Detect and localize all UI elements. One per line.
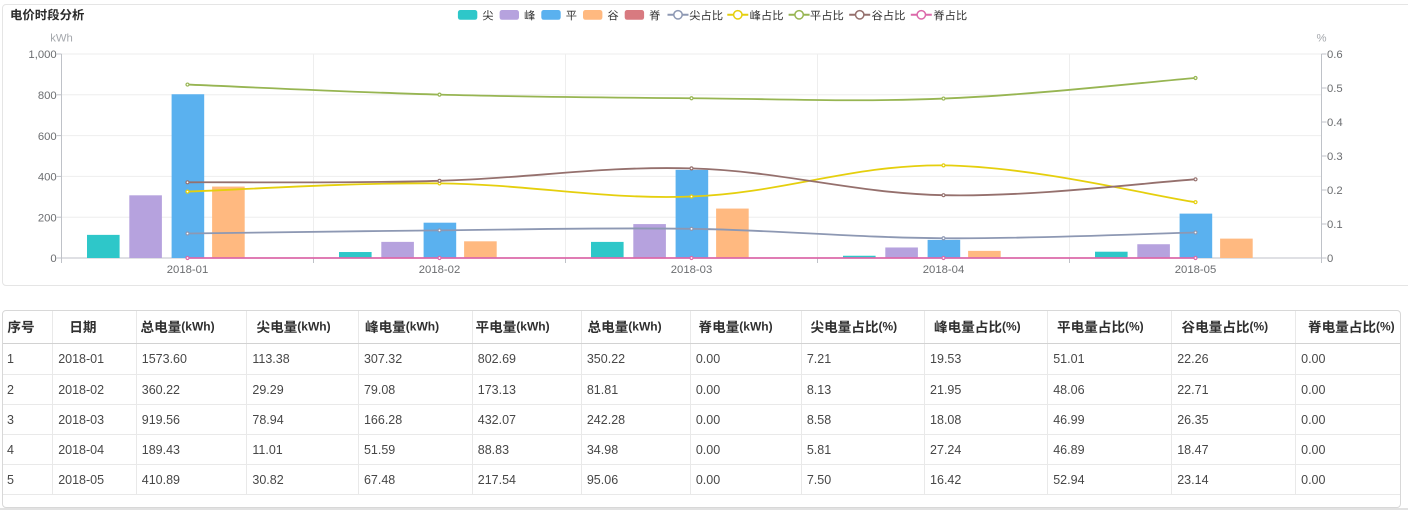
svg-text:(kWh): (kWh) (628, 319, 661, 333)
svg-text:0.3: 0.3 (1327, 151, 1343, 163)
svg-text:0.1: 0.1 (1327, 219, 1343, 231)
svg-text:(%): (%) (1376, 319, 1395, 333)
svg-text:600: 600 (38, 131, 57, 143)
svg-text:(%): (%) (1250, 319, 1269, 333)
svg-text:1,000: 1,000 (28, 49, 56, 61)
svg-text:0.6: 0.6 (1327, 49, 1343, 61)
svg-text:0.5: 0.5 (1327, 83, 1343, 95)
svg-text:800: 800 (38, 90, 57, 102)
svg-text:0.4: 0.4 (1327, 117, 1343, 129)
svg-text:(kWh): (kWh) (406, 319, 439, 333)
svg-text:0: 0 (50, 253, 56, 265)
svg-text:(kWh): (kWh) (297, 319, 330, 333)
svg-text:2018-02: 2018-02 (419, 264, 460, 276)
svg-text:(%): (%) (879, 319, 898, 333)
svg-text:(kWh): (kWh) (181, 319, 214, 333)
svg-text:(kWh): (kWh) (739, 319, 772, 333)
svg-text:%: % (1316, 33, 1326, 45)
svg-text:2018-05: 2018-05 (1175, 264, 1216, 276)
svg-text:400: 400 (38, 172, 57, 184)
svg-text:0.2: 0.2 (1327, 185, 1343, 197)
svg-text:(%): (%) (1002, 319, 1021, 333)
svg-text:0: 0 (1327, 253, 1333, 265)
svg-text:2018-03: 2018-03 (671, 264, 712, 276)
svg-text:2018-04: 2018-04 (923, 264, 964, 276)
svg-text:200: 200 (38, 212, 57, 224)
svg-text:kWh: kWh (50, 33, 73, 45)
svg-text:2018-01: 2018-01 (167, 264, 208, 276)
svg-text:(kWh): (kWh) (516, 319, 549, 333)
svg-text:(%): (%) (1125, 319, 1144, 333)
